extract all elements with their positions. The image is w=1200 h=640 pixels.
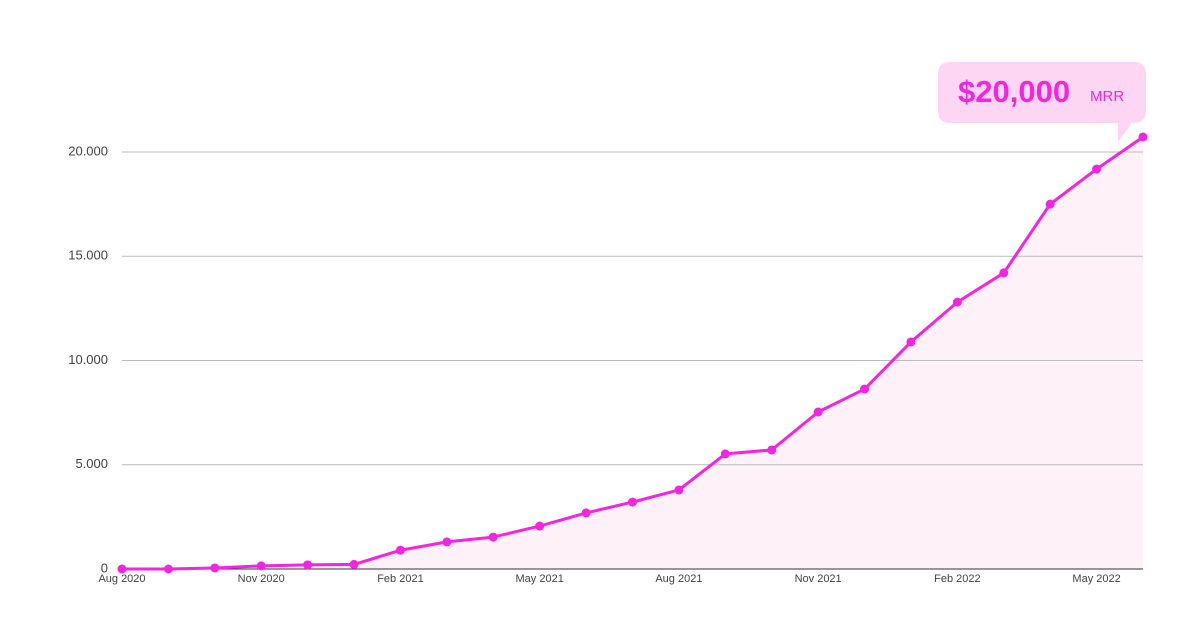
- point: [581, 508, 591, 518]
- callout-unit: MRR: [1090, 88, 1124, 105]
- y-tick-label: 20.000: [68, 143, 108, 158]
- point: [999, 268, 1009, 278]
- point: [1045, 199, 1055, 209]
- point: [442, 537, 452, 547]
- y-tick-label: 5.000: [75, 456, 108, 471]
- point: [256, 561, 266, 571]
- x-tick-label: May 2022: [1072, 573, 1120, 585]
- point: [720, 449, 730, 459]
- point: [349, 559, 359, 569]
- area: [122, 136, 1143, 569]
- point: [628, 497, 637, 507]
- callout-value: $20,000: [958, 74, 1070, 109]
- y-tick-label: 10.000: [68, 352, 108, 367]
- x-tick-label: Nov 2021: [795, 573, 842, 585]
- x-tick-label: Feb 2021: [377, 573, 423, 585]
- callout-bubble: [938, 62, 1146, 142]
- y-tick-label: 0: [101, 560, 108, 575]
- point: [813, 407, 823, 417]
- point: [860, 384, 870, 394]
- x-tick-label: May 2021: [516, 573, 564, 585]
- y-tick-label: 15.000: [68, 248, 108, 263]
- point: [952, 297, 962, 307]
- x-tick-label: Aug 2021: [655, 573, 702, 585]
- point: [767, 445, 777, 455]
- plot: 0 5.000 10.000 15.000 20.000 Aug 2020 Nov 2020…: [68, 132, 1148, 585]
- point: [117, 564, 127, 574]
- point: [163, 564, 173, 574]
- point: [210, 563, 220, 573]
- point: [1138, 132, 1148, 142]
- point: [906, 337, 916, 347]
- point: [674, 485, 684, 495]
- x-tick-label: Nov 2020: [238, 573, 285, 585]
- point: [1092, 164, 1102, 174]
- point: [488, 532, 498, 542]
- point: [535, 521, 545, 531]
- callout: $20,000 MRR: [938, 62, 1146, 142]
- x-tick-label: Feb 2022: [934, 573, 980, 585]
- x-tick-label: Aug 2020: [98, 573, 145, 585]
- point: [395, 545, 405, 555]
- point: [303, 560, 313, 570]
